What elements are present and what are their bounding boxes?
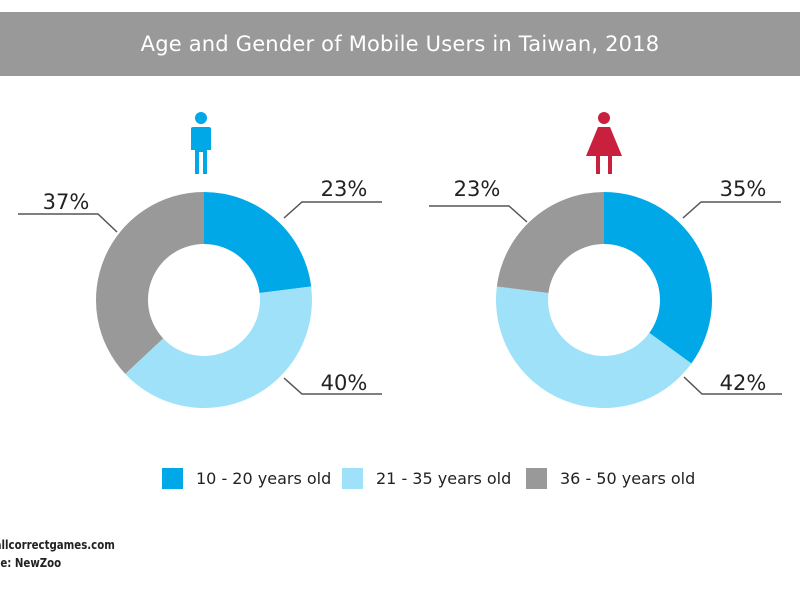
female-leader-line-1: [683, 376, 782, 395]
male-data-label-1: 40%: [321, 371, 368, 395]
female-slice-1: [496, 286, 692, 408]
male-data-label-2: 37%: [43, 190, 90, 214]
footer-website: w.allcorrectgames.com: [0, 538, 115, 552]
female-data-label-2: 23%: [454, 177, 501, 201]
source-footer: w.allcorrectgames.com urce: NewZoo 18: [0, 536, 115, 590]
legend-label: 10 - 20 years old: [196, 469, 332, 488]
female-data-label-0: 35%: [720, 177, 767, 201]
female-leader-line-2: [429, 205, 528, 223]
female-slice-0: [604, 192, 712, 364]
female-slice-2: [496, 192, 604, 293]
female-data-label-1: 42%: [720, 371, 767, 395]
male-leader-line-2: [18, 213, 118, 233]
male-leader-line-1: [283, 377, 382, 395]
title-bar: Age and Gender of Mobile Users in Taiwan…: [0, 12, 800, 76]
male-leader-line-0: [283, 201, 382, 219]
legend-swatch: [342, 468, 363, 489]
female-person-icon: [586, 112, 622, 174]
legend-label: 36 - 50 years old: [560, 469, 696, 488]
male-data-label-0: 23%: [321, 177, 368, 201]
legend: 10 - 20 years old 21 - 35 years old 36 -…: [0, 468, 800, 496]
male-slice-0: [204, 192, 312, 293]
female-leader-line-0: [682, 201, 781, 219]
chart-title: Age and Gender of Mobile Users in Taiwan…: [140, 32, 660, 56]
legend-swatch: [162, 468, 183, 489]
legend-item-21-35: 21 - 35 years old: [342, 468, 511, 489]
footer-year: 18: [0, 572, 115, 590]
male-slice-1: [125, 286, 312, 408]
footer-source: urce: NewZoo: [0, 556, 62, 570]
male-slice-2: [95, 192, 204, 374]
legend-label: 21 - 35 years old: [376, 469, 512, 488]
legend-item-36-50: 36 - 50 years old: [526, 468, 695, 489]
male-person-icon: [191, 112, 211, 174]
legend-item-10-20: 10 - 20 years old: [162, 468, 331, 489]
legend-swatch: [526, 468, 547, 489]
